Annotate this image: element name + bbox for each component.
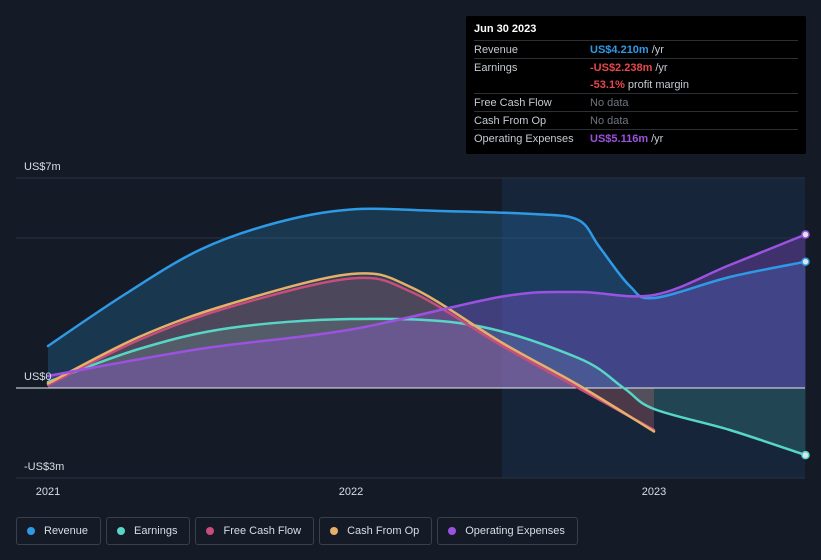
tooltip-row-unit: /yr [651,132,664,145]
line-revenue [46,207,807,348]
legend-dot-icon [117,527,126,535]
legend-item-cash-from-op[interactable]: Cash From Op [319,517,433,545]
tooltip-row-label: Cash From Op [474,114,547,127]
legend-item-revenue[interactable]: Revenue [16,517,102,545]
area-free-cash-flow [48,277,654,430]
tooltip-row-value: No data [590,96,629,109]
tooltip-date: Jun 30 2023 [474,23,537,35]
endpoint-operating-expenses [801,230,810,239]
x-tick-label: 2023 [642,486,666,498]
y-tick-label: -US$3m [24,461,64,473]
highlight-region [502,178,805,478]
tooltip-row-unit: /yr [655,61,668,74]
tooltip-row-label: Operating Expenses [474,132,574,145]
tooltip-row: Operating Expenses US$5.116m/yr [474,129,798,147]
data-tooltip: Jun 30 2023 Revenue US$4.210m/yr Earnings -… [466,16,806,154]
tooltip-row-value: -US$2.238m [590,61,653,74]
area-earnings [48,318,806,456]
legend-item-operating-expenses[interactable]: Operating Expenses [437,517,578,545]
legend-item-free-cash-flow[interactable]: Free Cash Flow [195,517,315,545]
legend-dot-icon [330,527,339,535]
area-operating-expenses [48,234,806,388]
endpoint-earnings [801,450,810,460]
tooltip-row-unit: profit margin [627,78,689,91]
tooltip-row: -53.1% profit margin [474,76,798,93]
tooltip-row-value: US$5.116m [590,132,649,145]
legend-item-earnings[interactable]: Earnings [106,517,191,545]
line-free-cash-flow [46,276,656,432]
tooltip-row-value: US$4.210m [590,43,649,56]
tooltip-row: Earnings -US$2.238m/yr [474,58,798,76]
y-tick-label: US$7m [24,161,61,173]
legend-label: Earnings [134,525,178,537]
legend-label: Operating Expenses [465,525,565,537]
tooltip-row-label: Revenue [474,43,519,56]
x-tick-label: 2021 [36,486,60,498]
chart-legend: Revenue Earnings Free Cash Flow Cash From O… [16,517,578,545]
tooltip-row: Free Cash Flow No data [474,93,798,111]
legend-dot-icon [206,527,215,535]
legend-label: Revenue [44,525,89,537]
tooltip-row: Revenue US$4.210m/yr [474,40,798,58]
line-operating-expenses [46,233,807,378]
tooltip-row: Cash From Op No data [474,111,798,129]
x-tick-label: 2022 [339,486,363,498]
tooltip-row-value: No data [590,114,629,127]
y-tick-label: US$0 [24,371,52,383]
legend-dot-icon [448,527,457,535]
tooltip-row-unit: /yr [651,43,664,56]
tooltip-row-label: Free Cash Flow [474,96,552,109]
line-cash-from-op [46,272,656,433]
area-cash-from-op [48,273,654,432]
endpoint-revenue [801,257,810,266]
legend-label: Free Cash Flow [223,525,302,537]
tooltip-row-label: Earnings [474,61,518,74]
legend-label: Cash From Op [347,525,420,537]
tooltip-row-value: -53.1% [590,78,625,91]
legend-dot-icon [27,527,35,535]
